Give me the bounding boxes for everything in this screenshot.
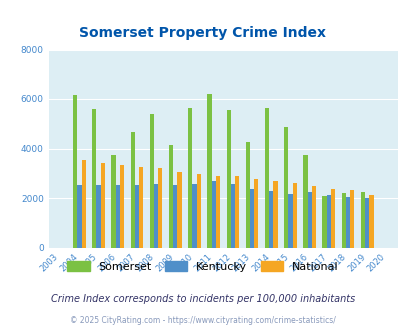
- Bar: [273, 181, 277, 248]
- Bar: [115, 185, 119, 248]
- Bar: [188, 108, 192, 248]
- Bar: [292, 183, 296, 248]
- Bar: [254, 180, 258, 248]
- Bar: [149, 114, 153, 248]
- Bar: [111, 155, 115, 248]
- Bar: [168, 145, 173, 248]
- Bar: [307, 192, 311, 248]
- Bar: [173, 185, 177, 248]
- Bar: [100, 163, 104, 248]
- Text: Crime Index corresponds to incidents per 100,000 inhabitants: Crime Index corresponds to incidents per…: [51, 294, 354, 304]
- Bar: [311, 186, 315, 248]
- Bar: [130, 132, 134, 248]
- Bar: [96, 185, 100, 248]
- Bar: [226, 110, 230, 248]
- Bar: [264, 108, 269, 248]
- Bar: [196, 174, 200, 248]
- Bar: [192, 184, 196, 248]
- Bar: [326, 195, 330, 248]
- Bar: [303, 155, 307, 248]
- Legend: Somerset, Kentucky, National: Somerset, Kentucky, National: [67, 261, 338, 272]
- Bar: [81, 160, 85, 248]
- Bar: [234, 176, 239, 248]
- Bar: [322, 195, 326, 248]
- Bar: [245, 142, 249, 248]
- Bar: [249, 189, 254, 248]
- Bar: [92, 109, 96, 248]
- Bar: [364, 199, 369, 248]
- Bar: [207, 94, 211, 248]
- Bar: [73, 95, 77, 248]
- Bar: [153, 184, 158, 248]
- Bar: [211, 181, 215, 248]
- Text: Somerset Property Crime Index: Somerset Property Crime Index: [79, 26, 326, 40]
- Bar: [341, 193, 345, 248]
- Bar: [288, 193, 292, 248]
- Bar: [77, 185, 81, 248]
- Bar: [330, 189, 334, 248]
- Bar: [215, 177, 220, 248]
- Bar: [119, 165, 124, 248]
- Bar: [360, 192, 364, 248]
- Bar: [349, 189, 354, 248]
- Bar: [134, 185, 139, 248]
- Bar: [345, 197, 349, 248]
- Bar: [284, 127, 288, 248]
- Bar: [230, 184, 234, 248]
- Bar: [158, 168, 162, 248]
- Bar: [269, 191, 273, 248]
- Bar: [139, 167, 143, 248]
- Bar: [177, 172, 181, 248]
- Bar: [369, 195, 373, 248]
- Text: © 2025 CityRating.com - https://www.cityrating.com/crime-statistics/: © 2025 CityRating.com - https://www.city…: [70, 316, 335, 325]
